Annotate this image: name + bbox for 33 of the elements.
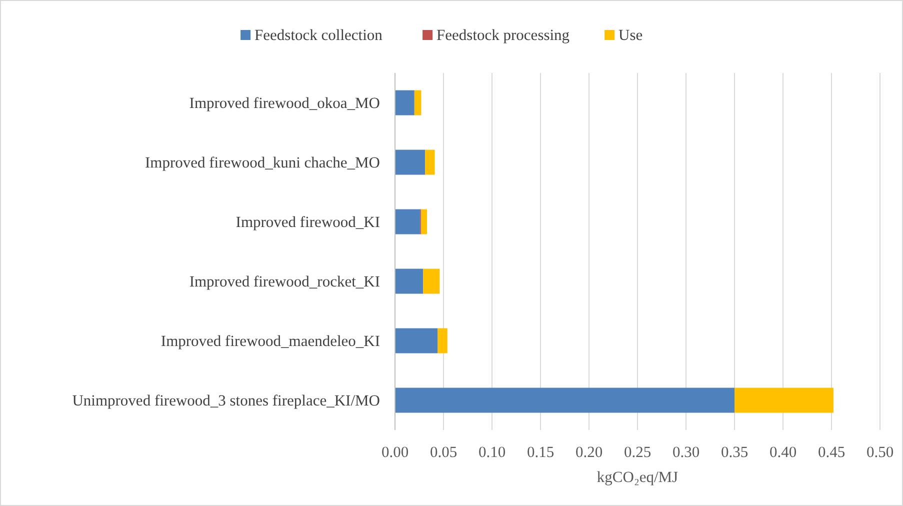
y-tick-label: Unimproved firewood_3 stones fireplace_KI/MO [72,392,380,410]
bar [438,328,448,354]
x-tick-label: 0.45 [818,444,846,461]
bar [421,209,428,234]
x-axis-title: kgCO₂eq/MJ [596,469,678,486]
x-tick-label: 0.20 [575,444,603,461]
x-tick-label: 0.35 [720,444,748,461]
y-tick-label: Improved firewood_maendeleo_KI [160,333,380,350]
bar [423,268,440,294]
bar [395,150,426,175]
x-tick-label: 0.30 [672,444,700,461]
x-tick-label: 0.00 [381,444,409,461]
bar [425,150,435,175]
x-tick-label: 0.05 [430,444,458,461]
y-tick-label: Improved firewood_KI [236,214,380,232]
bar [395,209,420,234]
x-tick-label: 0.50 [866,444,894,461]
legend-label: Feedstock processing [436,27,570,44]
y-tick-label: Improved firewood_rocket_KI [189,274,380,291]
bar [395,268,424,294]
y-tick-label: Improved firewood_okoa_MO [189,95,380,112]
bar [395,388,734,413]
legend-label: Use [618,27,643,44]
legend-label: Feedstock collection [254,27,383,44]
bar [414,90,422,116]
bar [734,388,834,413]
bar [395,90,414,116]
x-tick-label: 0.10 [478,444,506,461]
x-tick-label: 0.40 [769,444,797,461]
bar [395,328,438,354]
x-tick-label: 0.15 [526,444,554,461]
x-tick-label: 0.25 [624,444,652,461]
y-tick-label: Improved firewood_kuni chache_MO [144,154,380,172]
